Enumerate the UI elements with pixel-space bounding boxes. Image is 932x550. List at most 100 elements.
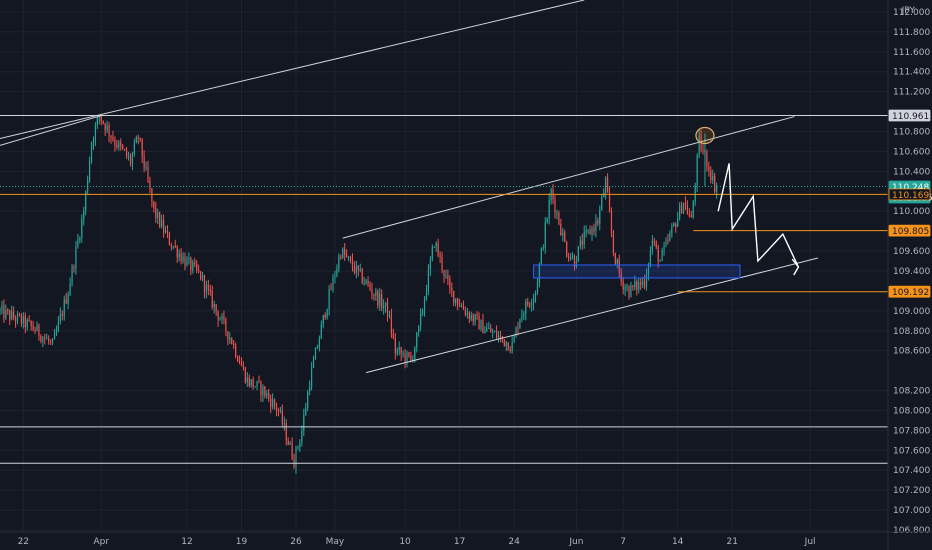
candle-body xyxy=(451,287,453,291)
y-tick-label: 110.400 xyxy=(893,167,930,177)
candle-body xyxy=(198,269,200,272)
candle-body xyxy=(462,305,465,310)
candle-body xyxy=(277,410,280,412)
candle-body xyxy=(665,240,667,247)
y-tick-label: 110.000 xyxy=(893,207,930,217)
candle-body xyxy=(597,220,599,224)
candle-body xyxy=(211,291,213,308)
candle-body xyxy=(632,285,634,287)
candle-body xyxy=(285,423,287,441)
candle-body xyxy=(386,302,389,317)
candle-body xyxy=(287,440,289,445)
candle-body xyxy=(215,304,217,312)
candle-body xyxy=(50,341,52,343)
candle-body xyxy=(264,386,266,396)
candle-body xyxy=(155,207,157,218)
candle-body xyxy=(9,310,11,320)
candle-body xyxy=(207,284,209,290)
y-tick-label: 107.400 xyxy=(893,466,930,476)
candle-body xyxy=(221,316,223,320)
candle-body xyxy=(495,331,498,338)
candle-body xyxy=(53,333,56,340)
candle-body xyxy=(708,166,710,171)
candle-body xyxy=(443,269,445,277)
candle-body xyxy=(605,177,607,193)
candle-body xyxy=(184,256,186,267)
candle-body xyxy=(196,263,198,270)
projection-path xyxy=(717,163,800,268)
candle-body xyxy=(252,379,254,387)
candle-body xyxy=(698,135,700,156)
candle-body xyxy=(229,338,231,340)
price-axis[interactable]: 112.000 111.800 111.600 111.400 111.200 110.8… xyxy=(887,0,930,550)
projection-arrow-head xyxy=(791,258,800,276)
candle-body xyxy=(90,143,93,162)
candle-body xyxy=(603,192,605,198)
x-tick-label: 22 xyxy=(18,537,29,547)
candle-body xyxy=(141,139,143,157)
candle-body xyxy=(427,269,430,292)
candle-body xyxy=(112,137,114,141)
candle-body xyxy=(79,238,81,240)
candle-body xyxy=(425,291,428,300)
candle-body xyxy=(318,338,320,348)
candle-body xyxy=(566,242,568,257)
x-tick-label: Jul xyxy=(804,537,816,547)
candle-body xyxy=(513,335,515,343)
y-tick-label: 111.800 xyxy=(893,28,930,38)
price-badge-label: 110.169 xyxy=(892,191,929,201)
candle-body xyxy=(145,166,147,168)
y-tick-label: 110.800 xyxy=(893,128,930,138)
candle-body xyxy=(546,218,548,223)
candle-body xyxy=(680,205,683,214)
candle-body xyxy=(342,248,344,258)
candle-body xyxy=(622,281,624,290)
price-badge xyxy=(888,285,931,298)
candle-body xyxy=(568,256,570,259)
candle-body xyxy=(702,149,704,151)
candle-body xyxy=(441,256,443,270)
candle-body xyxy=(203,275,206,292)
candle-body xyxy=(168,232,171,245)
candle-body xyxy=(81,219,83,239)
candle-body xyxy=(626,286,628,288)
candle-body xyxy=(560,224,562,236)
candle-body xyxy=(1,305,3,310)
candle-body xyxy=(529,304,531,306)
candle-body xyxy=(484,330,486,334)
candle-body xyxy=(147,166,149,181)
candle-body xyxy=(289,443,291,445)
candle-body xyxy=(332,277,334,290)
price-badge xyxy=(888,224,931,237)
candle-body xyxy=(28,320,30,322)
candle-body xyxy=(85,191,87,212)
candle-body xyxy=(236,356,239,362)
candle-body xyxy=(503,339,505,346)
x-tick-label: 26 xyxy=(290,537,302,547)
y-tick-label: 108.200 xyxy=(893,387,930,397)
candle-body xyxy=(36,324,38,332)
candle-body xyxy=(369,284,371,290)
x-tick-label: 19 xyxy=(236,537,248,547)
candle-body xyxy=(320,324,322,339)
candle-body xyxy=(159,212,161,227)
candle-body xyxy=(474,314,476,322)
candle-body xyxy=(69,283,71,295)
candle-body xyxy=(509,350,511,352)
candle-body xyxy=(254,386,256,388)
candle-body xyxy=(0,309,1,311)
candle-body xyxy=(3,305,5,318)
candle-body xyxy=(712,175,714,181)
candle-body xyxy=(696,155,698,186)
candle-body xyxy=(408,352,410,356)
candle-body xyxy=(213,304,215,308)
y-tick-label: 108.800 xyxy=(893,327,930,337)
candle-body xyxy=(153,201,155,208)
candle-body xyxy=(26,320,28,328)
candle-body xyxy=(538,263,541,283)
candle-body xyxy=(710,170,712,181)
time-axis[interactable]: 22 Apr 12 19 26 May 10 17 24 Jun 7 14 21 Jul xyxy=(0,531,932,547)
candle-body xyxy=(63,299,65,316)
x-tick-label: 12 xyxy=(181,537,192,547)
